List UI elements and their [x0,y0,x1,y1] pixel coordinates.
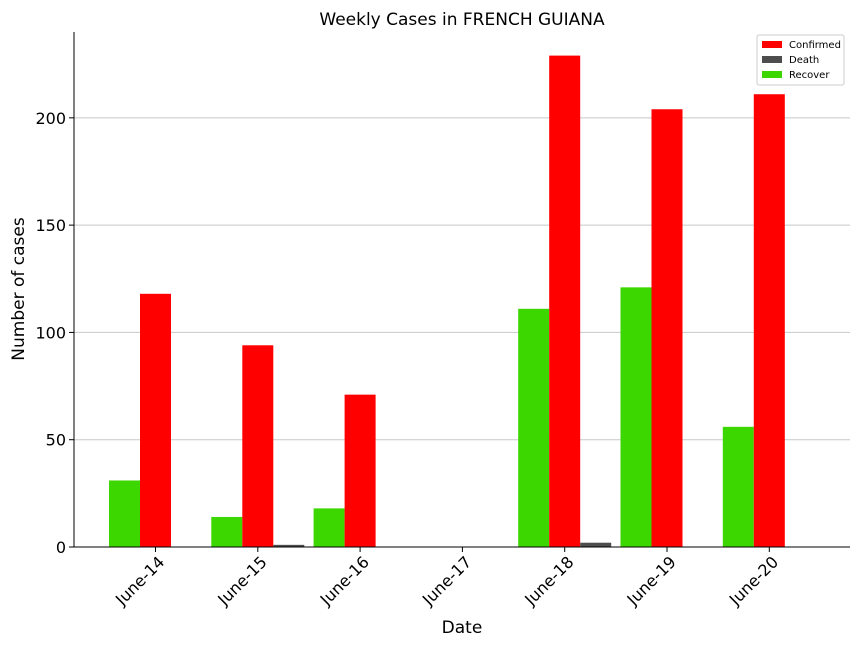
y-tick-label: 200 [35,109,66,128]
bar-recover [211,516,243,547]
bar-recover [109,480,140,547]
bar-recover [620,287,652,547]
x-tick-label: June-18 [520,552,577,609]
bars [109,55,785,548]
x-ticks: June-14 June-15 June-16 June-17 June-18 June-… [111,547,782,610]
legend-swatch [762,41,782,48]
legend-label: Confirmed [789,40,841,51]
legend-label: Death [789,55,819,66]
x-tick-label: June-17 [418,552,475,609]
x-tick-label: June-16 [316,552,373,609]
x-axis-label: Date [442,618,483,638]
y-tick-label: 150 [35,216,66,235]
legend: Confirmed Death Recover [756,34,845,86]
bar-confirmed [242,345,274,547]
bar-death [273,544,305,547]
grid-lines [74,117,850,441]
bar-confirmed [549,55,581,548]
x-tick-label: June-19 [623,552,680,609]
x-tick-label: June-20 [725,552,782,609]
y-axis-label: Number of cases [9,217,29,361]
bar-recover [518,308,550,547]
x-tick-label: June-15 [213,552,270,609]
bar-confirmed [140,293,171,547]
legend-swatch [762,71,782,78]
legend-label: Recover [789,70,830,81]
x-tick-label: June-14 [111,552,168,609]
bar-recover [313,508,345,547]
y-tick-label: 0 [56,538,66,557]
bar-confirmed [651,109,683,547]
legend-swatch [762,56,782,63]
bar-confirmed [344,394,376,547]
y-tick-label: 100 [35,323,66,342]
y-tick-label: 50 [46,431,66,450]
bar-confirmed [753,94,785,548]
y-ticks: 0 50 100 150 200 [35,109,74,557]
bar-recover [722,426,754,547]
chart-title: Weekly Cases in FRENCH GUIANA [319,10,605,30]
bar-death [580,542,612,547]
